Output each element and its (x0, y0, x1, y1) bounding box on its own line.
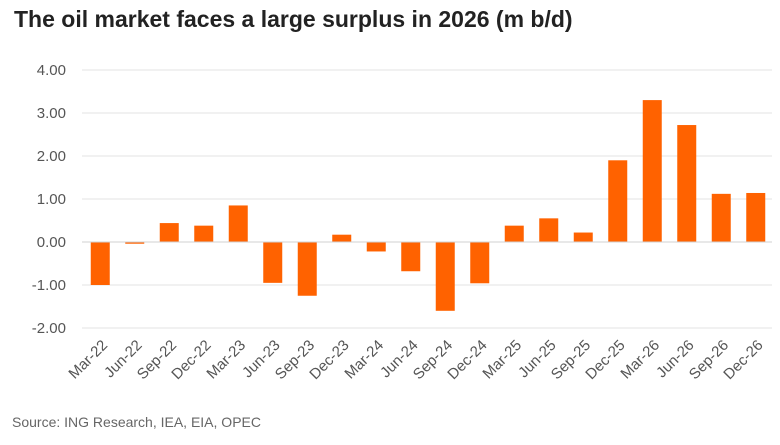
bar-jun-26 (677, 125, 697, 242)
bar-mar-22 (90, 242, 110, 285)
bar-sep-22 (159, 223, 179, 242)
x-tick-label: Dec-22 (168, 337, 214, 383)
chart-title: The oil market faces a large surplus in … (14, 6, 573, 32)
bar-dec-26 (746, 192, 766, 242)
bar-jun-23 (263, 242, 283, 283)
x-tick-label: Dec-26 (720, 337, 766, 383)
bar-sep-23 (297, 242, 317, 296)
bar-dec-23 (332, 234, 352, 242)
source-note: Source: ING Research, IEA, EIA, OPEC (12, 414, 261, 430)
x-tick-label: Dec-25 (582, 337, 628, 383)
y-tick-label: 1.00 (37, 191, 66, 208)
y-tick-label: -2.00 (32, 320, 66, 337)
bar-jun-24 (401, 242, 421, 272)
x-tick-label: Dec-24 (444, 337, 490, 383)
x-axis: Mar-22Jun-22Sep-22Dec-22Mar-23Jun-23Sep-… (65, 337, 766, 383)
bar-sep-25 (573, 232, 593, 242)
bar-mar-23 (228, 205, 248, 242)
y-tick-label: 3.00 (37, 105, 66, 122)
gridlines (82, 69, 772, 329)
bar-dec-24 (470, 242, 490, 284)
bar-dec-25 (608, 160, 628, 242)
y-tick-label: 2.00 (37, 148, 66, 165)
bar-mar-24 (366, 242, 386, 252)
bar-jun-22 (125, 242, 145, 244)
bar-mar-26 (642, 100, 662, 242)
y-axis: 4.00 3.00 2.00 1.00 0.00 -1.00 -2.00 (32, 62, 66, 337)
bar-series (90, 100, 766, 311)
bar-dec-22 (194, 225, 214, 242)
bar-jun-25 (539, 218, 559, 242)
bar-sep-26 (711, 193, 731, 242)
x-tick-label: Mar-24 (341, 337, 387, 383)
x-tick-label: Dec-23 (306, 337, 352, 383)
x-tick-label: Mar-23 (203, 337, 249, 383)
x-tick-label: Mar-22 (65, 337, 111, 383)
y-tick-label: 4.00 (37, 62, 66, 79)
y-tick-label: 0.00 (37, 234, 66, 251)
bar-sep-24 (435, 242, 455, 311)
y-tick-label: -1.00 (32, 277, 66, 294)
x-tick-label: Mar-26 (617, 337, 663, 383)
x-tick-label: Mar-25 (479, 337, 525, 383)
bar-mar-25 (504, 225, 524, 242)
